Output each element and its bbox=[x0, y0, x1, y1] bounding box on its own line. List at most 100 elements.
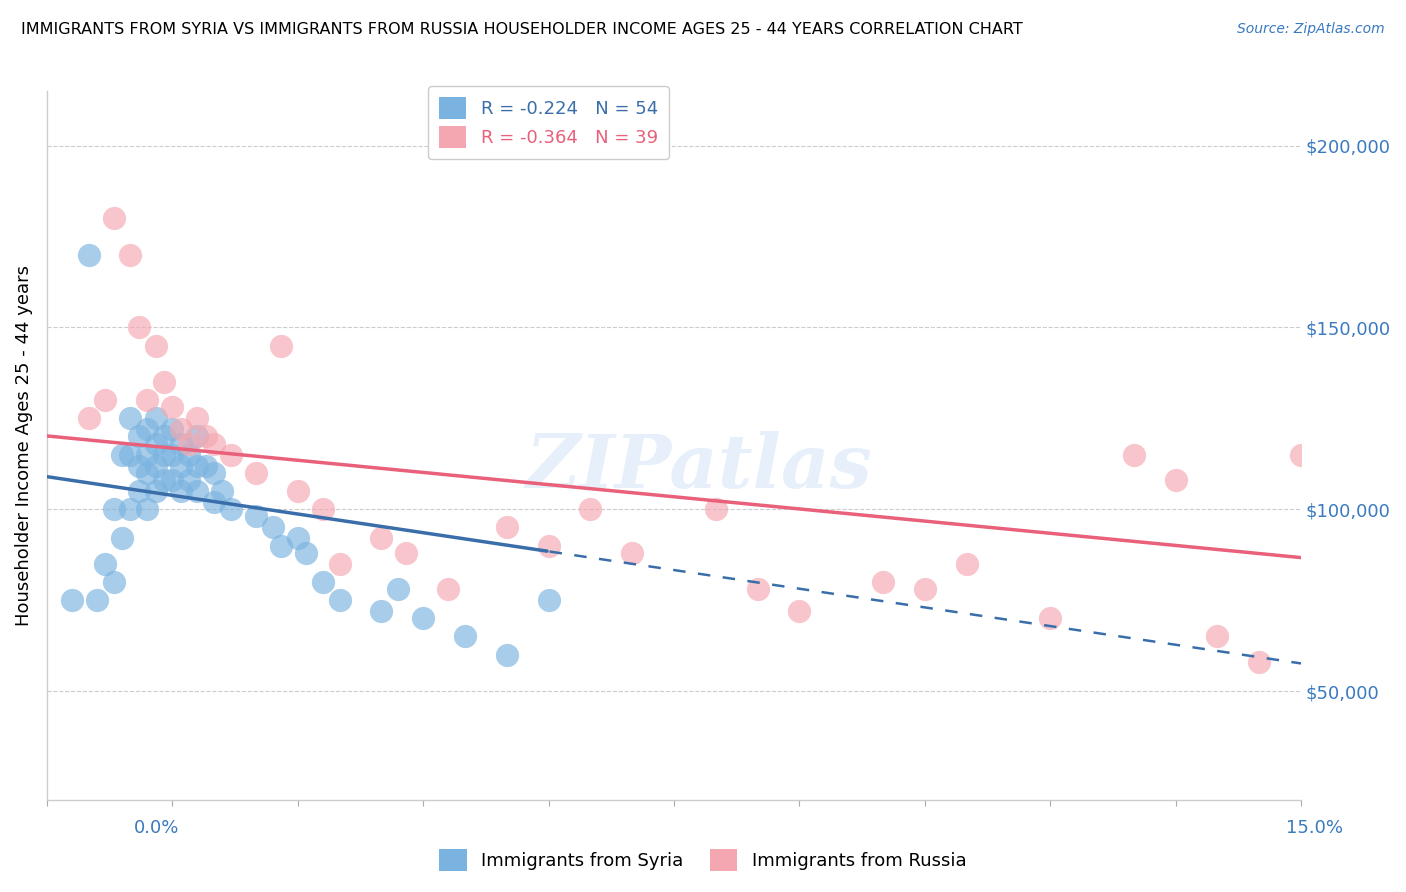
Point bbox=[1249, 655, 1271, 669]
Point bbox=[387, 582, 409, 597]
Point bbox=[120, 502, 142, 516]
Point bbox=[370, 604, 392, 618]
Point bbox=[270, 338, 292, 352]
Point bbox=[145, 411, 167, 425]
Point bbox=[153, 429, 176, 443]
Point bbox=[128, 483, 150, 498]
Point bbox=[537, 593, 560, 607]
Point bbox=[328, 557, 350, 571]
Point bbox=[169, 458, 191, 473]
Point bbox=[295, 546, 318, 560]
Point bbox=[747, 582, 769, 597]
Point bbox=[194, 429, 217, 443]
Point bbox=[120, 411, 142, 425]
Point bbox=[60, 593, 83, 607]
Legend: Immigrants from Syria, Immigrants from Russia: Immigrants from Syria, Immigrants from R… bbox=[432, 842, 974, 879]
Point bbox=[145, 436, 167, 450]
Point bbox=[454, 630, 477, 644]
Point bbox=[177, 448, 200, 462]
Text: Source: ZipAtlas.com: Source: ZipAtlas.com bbox=[1237, 22, 1385, 37]
Point bbox=[153, 473, 176, 487]
Text: 15.0%: 15.0% bbox=[1285, 819, 1343, 837]
Point bbox=[328, 593, 350, 607]
Point bbox=[120, 248, 142, 262]
Point bbox=[145, 483, 167, 498]
Point bbox=[153, 375, 176, 389]
Point bbox=[412, 611, 434, 625]
Point bbox=[103, 211, 125, 226]
Point bbox=[86, 593, 108, 607]
Point bbox=[177, 436, 200, 450]
Y-axis label: Householder Income Ages 25 - 44 years: Householder Income Ages 25 - 44 years bbox=[15, 265, 32, 626]
Point bbox=[245, 466, 267, 480]
Point bbox=[872, 574, 894, 589]
Point bbox=[211, 483, 233, 498]
Point bbox=[495, 520, 517, 534]
Point bbox=[177, 473, 200, 487]
Point bbox=[789, 604, 811, 618]
Point bbox=[77, 411, 100, 425]
Point bbox=[120, 448, 142, 462]
Point bbox=[537, 539, 560, 553]
Point bbox=[186, 411, 208, 425]
Point bbox=[219, 502, 242, 516]
Point bbox=[94, 557, 117, 571]
Point bbox=[103, 502, 125, 516]
Point bbox=[111, 531, 134, 545]
Point bbox=[287, 531, 309, 545]
Point bbox=[914, 582, 936, 597]
Point bbox=[77, 248, 100, 262]
Point bbox=[169, 483, 191, 498]
Point bbox=[955, 557, 977, 571]
Point bbox=[145, 338, 167, 352]
Point bbox=[169, 436, 191, 450]
Point bbox=[128, 429, 150, 443]
Point bbox=[495, 648, 517, 662]
Point bbox=[162, 473, 184, 487]
Point bbox=[370, 531, 392, 545]
Point bbox=[136, 422, 159, 436]
Point bbox=[312, 574, 335, 589]
Point bbox=[128, 320, 150, 334]
Point bbox=[395, 546, 418, 560]
Point bbox=[136, 448, 159, 462]
Point bbox=[1122, 448, 1144, 462]
Point bbox=[186, 458, 208, 473]
Point bbox=[128, 458, 150, 473]
Point bbox=[186, 429, 208, 443]
Point bbox=[94, 393, 117, 408]
Point bbox=[162, 401, 184, 415]
Point bbox=[579, 502, 602, 516]
Point bbox=[437, 582, 460, 597]
Text: 0.0%: 0.0% bbox=[134, 819, 179, 837]
Point bbox=[621, 546, 644, 560]
Point bbox=[262, 520, 284, 534]
Point bbox=[136, 466, 159, 480]
Point bbox=[111, 448, 134, 462]
Text: ZIPatlas: ZIPatlas bbox=[526, 431, 873, 503]
Point bbox=[219, 448, 242, 462]
Point bbox=[153, 448, 176, 462]
Point bbox=[136, 502, 159, 516]
Point bbox=[202, 436, 225, 450]
Point bbox=[194, 458, 217, 473]
Point bbox=[162, 422, 184, 436]
Legend: R = -0.224   N = 54, R = -0.364   N = 39: R = -0.224 N = 54, R = -0.364 N = 39 bbox=[429, 86, 669, 159]
Point bbox=[287, 483, 309, 498]
Point bbox=[1289, 448, 1312, 462]
Point bbox=[312, 502, 335, 516]
Point bbox=[704, 502, 727, 516]
Point bbox=[103, 574, 125, 589]
Point bbox=[136, 393, 159, 408]
Point bbox=[1039, 611, 1062, 625]
Point bbox=[186, 483, 208, 498]
Point bbox=[245, 509, 267, 524]
Point bbox=[145, 458, 167, 473]
Point bbox=[162, 448, 184, 462]
Text: IMMIGRANTS FROM SYRIA VS IMMIGRANTS FROM RUSSIA HOUSEHOLDER INCOME AGES 25 - 44 : IMMIGRANTS FROM SYRIA VS IMMIGRANTS FROM… bbox=[21, 22, 1022, 37]
Point bbox=[1164, 473, 1187, 487]
Point bbox=[202, 495, 225, 509]
Point bbox=[270, 539, 292, 553]
Point bbox=[169, 422, 191, 436]
Point bbox=[1206, 630, 1229, 644]
